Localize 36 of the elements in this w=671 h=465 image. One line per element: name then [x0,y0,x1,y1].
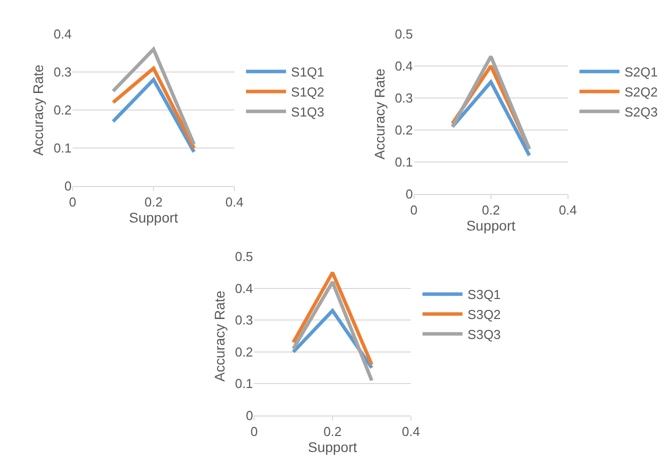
legend-label: S1Q1 [291,64,324,80]
y-tick-label: 0.2 [234,344,254,360]
y-axis-title: Accuracy Rate [212,290,228,382]
legend-label: S1Q2 [291,84,324,100]
y-axis-title: Accuracy Rate [371,68,388,160]
y-tick-label: 0.5 [394,26,413,42]
y-tick-label: 0.3 [394,90,413,106]
y-tick-label: 0 [64,178,72,194]
legend-label: S1Q3 [291,104,324,120]
legend-label: S2Q2 [624,84,658,100]
x-tick-label: 0.4 [558,202,577,218]
x-tick-label: 0.2 [482,202,500,218]
legend-label: S2Q1 [624,64,658,80]
legend-label: S3Q3 [468,326,501,342]
y-tick-label: 0.2 [54,102,72,118]
y-tick-label: 0.1 [394,154,413,170]
x-tick-label: 0.2 [323,424,342,439]
y-tick-label: 0.1 [234,376,254,392]
y-tick-label: 0 [246,408,254,423]
legend-label: S3Q1 [468,287,501,302]
x-axis-title: Support [466,217,516,234]
y-tick-label: 0.3 [54,64,72,80]
y-tick-label: 0.4 [54,26,72,42]
legend-label: S3Q2 [468,307,501,322]
y-tick-label: 0.4 [234,280,254,296]
y-tick-label: 0.3 [234,312,254,328]
y-axis-title: Accuracy Rate [30,64,46,156]
y-tick-label: 0.4 [394,58,413,74]
x-tick-label: 0.2 [144,194,163,210]
y-tick-label: 0.2 [394,122,413,138]
x-tick-label: 0.4 [225,194,244,210]
legend-label: S2Q3 [624,104,658,120]
x-axis-title: Support [129,210,178,226]
y-tick-label: 0.5 [234,249,254,264]
y-tick-label: 0.1 [54,140,72,156]
x-axis-title: Support [308,438,358,455]
